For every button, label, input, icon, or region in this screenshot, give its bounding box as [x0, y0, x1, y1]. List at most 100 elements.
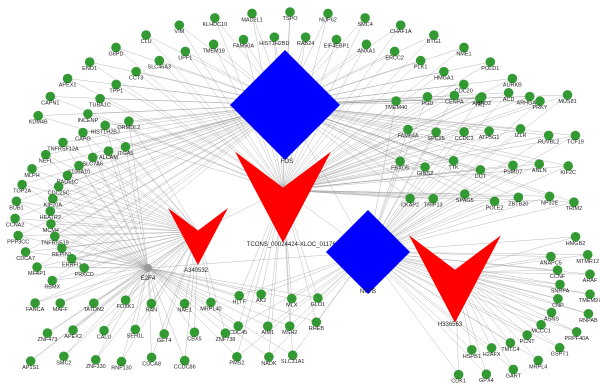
- gene-node: [415, 55, 426, 66]
- gene-label: VIM: [174, 29, 184, 35]
- gene-label: FBXO5: [391, 165, 409, 171]
- gene-label: TK1: [475, 103, 485, 109]
- gene-label: NUP62: [319, 17, 337, 23]
- edge: [282, 60, 421, 191]
- gene-label: AMPD2: [472, 101, 491, 107]
- gene-label: MRPL4: [529, 364, 547, 370]
- gene-node: [508, 160, 518, 171]
- gene-label: SMC2: [56, 360, 71, 366]
- gene-label: GART: [506, 373, 522, 379]
- gene-label: MCCC1: [531, 329, 551, 335]
- gene-label: HSPB1: [463, 354, 481, 360]
- edge: [72, 267, 149, 331]
- edge: [367, 92, 509, 253]
- gene-label: UPF1: [178, 55, 192, 61]
- edge: [367, 100, 541, 253]
- hub-arrow: [235, 151, 331, 243]
- gene-label: KDM4B: [29, 120, 48, 126]
- gene-label: GINS2: [417, 171, 434, 177]
- edge: [115, 47, 284, 191]
- gene-label: CAPN1: [41, 101, 59, 107]
- edge: [50, 210, 149, 269]
- edge: [147, 267, 165, 334]
- gene-node: [25, 356, 36, 366]
- edge: [35, 231, 199, 304]
- gene-node: [331, 34, 342, 45]
- hub-arrow: [409, 235, 501, 323]
- gene-label: CCT3: [129, 76, 143, 82]
- gene-node: [475, 165, 486, 175]
- gene-node: [146, 352, 157, 363]
- gene-label: AIM1: [261, 330, 274, 336]
- gene-node: [120, 295, 131, 305]
- edge: [282, 100, 541, 191]
- gene-node: [505, 338, 516, 348]
- gene-label: MFAP1: [28, 271, 46, 277]
- edge: [135, 231, 199, 330]
- edge: [22, 184, 199, 233]
- edge: [63, 267, 149, 357]
- gene-node: [33, 110, 43, 121]
- gene-label: SLC46A3: [148, 65, 172, 71]
- gene-label: ZNF738: [215, 337, 235, 343]
- edge: [35, 267, 149, 304]
- edge: [147, 267, 185, 361]
- gene-label: FANCA: [26, 307, 45, 313]
- edge: [58, 186, 199, 233]
- gene-node: [485, 57, 496, 67]
- gene-label: ERCC2: [385, 55, 404, 61]
- gene-node: [264, 352, 274, 362]
- gene-node: [569, 197, 579, 207]
- gene-node: [571, 327, 582, 337]
- gene-label: TPP1: [109, 88, 123, 94]
- gene-node: [534, 159, 545, 169]
- gene-label: MCM4: [43, 228, 59, 234]
- gene-label: ARAF: [583, 278, 598, 284]
- gene-label: HEATR2: [40, 215, 61, 221]
- edge: [47, 231, 199, 334]
- gene-label: CDK1: [451, 379, 466, 385]
- edge: [367, 165, 569, 253]
- gene-node: [79, 263, 90, 273]
- gene-label: HMGB2: [566, 241, 586, 247]
- gene-label: EIF4EBP1: [324, 44, 350, 50]
- gene-label: CDCA7: [16, 256, 35, 262]
- gene-label: ANAPC5: [540, 261, 562, 267]
- gene-node: [395, 20, 406, 30]
- gene-node: [563, 161, 573, 171]
- edge: [18, 104, 286, 236]
- gene-node: [311, 317, 322, 327]
- gene-label: GSPT1: [551, 352, 569, 358]
- gene-node: [583, 308, 594, 319]
- gene-node: [570, 130, 581, 141]
- edge: [15, 104, 286, 219]
- gene-label: PRKY: [532, 105, 547, 111]
- edge: [21, 184, 149, 269]
- edge: [52, 104, 286, 281]
- gene-node: [232, 351, 242, 362]
- gene-label: TMEM97: [579, 298, 600, 304]
- gene-node: [453, 369, 464, 380]
- hub-diamond: [326, 210, 410, 294]
- gene-label: HIST1H2BJ: [91, 129, 120, 135]
- gene-label: TNFRSF19: [41, 240, 69, 246]
- gene-node: [103, 146, 114, 156]
- node-layer: KDM4B INCENP CAPN1 TUBA1C APEX1 TPP1 ENO1 CCT3 G…: [6, 7, 600, 385]
- gene-node: [405, 193, 415, 204]
- gene-node: [45, 91, 56, 102]
- gene-node: [32, 262, 42, 272]
- edge: [60, 231, 199, 304]
- gene-label: NP32E: [541, 200, 559, 206]
- edge: [282, 94, 568, 191]
- gene-node: [524, 91, 535, 102]
- gene-label: DUT: [475, 174, 487, 180]
- gene-label: ITGA5: [118, 151, 134, 157]
- gene-node: [88, 298, 99, 308]
- gene-label: TATDN2: [83, 307, 104, 313]
- gene-node: [429, 30, 439, 40]
- gene-label: CDC20: [455, 88, 473, 94]
- edge: [78, 165, 149, 269]
- gene-label: TTK: [448, 165, 459, 171]
- gene-label: RNPAB: [579, 318, 598, 324]
- edge: [147, 267, 317, 323]
